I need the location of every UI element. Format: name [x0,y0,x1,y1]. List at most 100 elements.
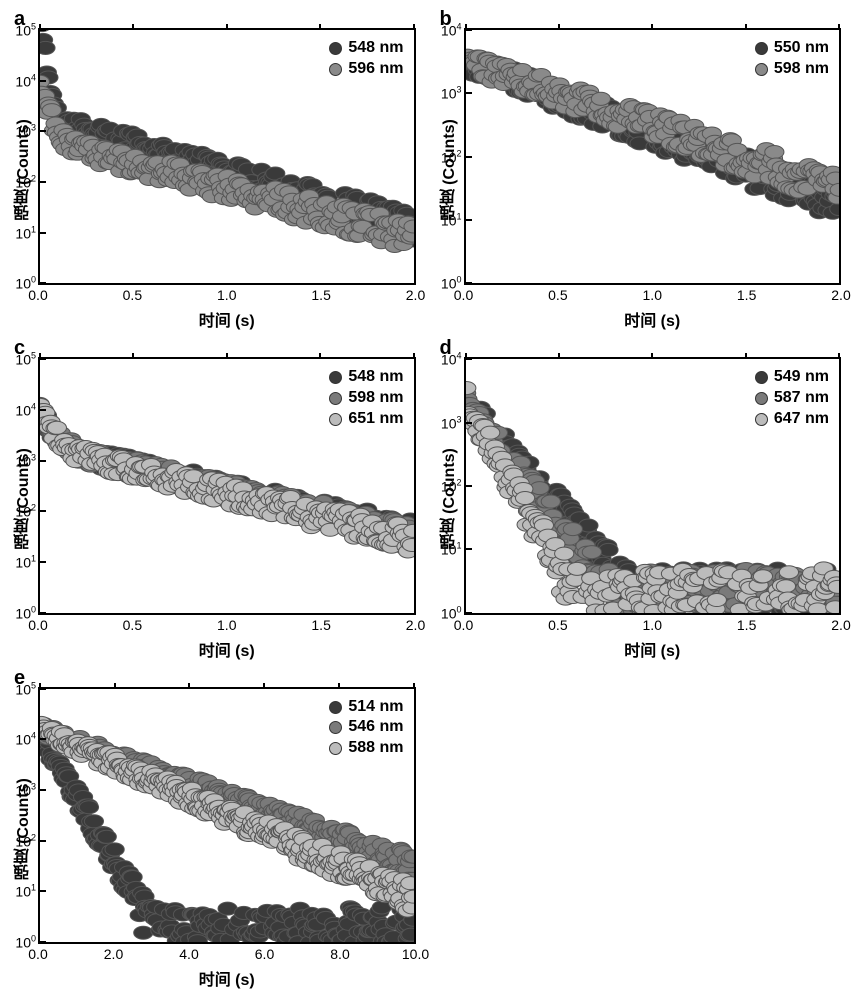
legend-item: 514 nm [329,697,403,718]
legend-marker-icon [329,413,342,426]
legend-d: 549 nm587 nm647 nm [755,367,829,429]
xtick-label: 0.5 [548,287,567,303]
legend-marker-icon [329,392,342,405]
legend-label: 596 nm [348,59,403,80]
ytick-label: 105 [0,680,36,697]
plot-area-d: 549 nm587 nm647 nm 100101102103104 [464,357,842,614]
legend-marker-icon [329,701,342,714]
ytick-label: 105 [0,351,36,368]
legend-label: 588 nm [348,738,403,759]
legend-item: 587 nm [755,388,829,409]
xtick-label: 1.0 [643,617,662,633]
ytick-label: 102 [0,832,36,849]
legend-item: 549 nm [755,367,829,388]
legend-label: 550 nm [774,38,829,59]
xtick-label: 0.0 [28,617,47,633]
xlabel-b: 时间 (s) [464,307,842,331]
xtick-label: 8.0 [330,946,349,962]
panel-d: d 强度 (Counts) 549 nm587 nm647 nm 1001011… [436,339,842,660]
ytick-label: 101 [0,224,36,241]
legend-item: 596 nm [329,59,403,80]
xtick-label: 0.0 [28,946,47,962]
legend-marker-icon [329,63,342,76]
figure-grid: a 强度 (Counts) 548 nm596 nm 1001011021031… [10,10,841,990]
legend-marker-icon [755,371,768,384]
ytick-label: 101 [0,883,36,900]
ytick-label: 103 [424,414,462,431]
xtick-label: 6.0 [255,946,274,962]
panel-b: b 强度 (Counts) 550 nm598 nm 1001011021031… [436,10,842,331]
legend-item: 588 nm [329,738,403,759]
legend-label: 647 nm [774,409,829,430]
ytick-label: 104 [0,402,36,419]
legend-b: 550 nm598 nm [755,38,829,80]
plot-area-b: 550 nm598 nm 100101102103104 [464,28,842,285]
legend-item: 548 nm [329,38,403,59]
legend-label: 514 nm [348,697,403,718]
panel-c: c 强度 (Counts) 548 nm598 nm651 nm 1001011… [10,339,416,660]
xtick-label: 1.5 [737,617,756,633]
legend-a: 548 nm596 nm [329,38,403,80]
xtick-label: 2.0 [406,287,425,303]
legend-label: 549 nm [774,367,829,388]
legend-label: 598 nm [774,59,829,80]
xaxis-b: 0.00.51.01.52.0 [464,285,842,305]
ytick-label: 104 [424,351,462,368]
legend-marker-icon [755,63,768,76]
xaxis-c: 0.00.51.01.52.0 [38,615,416,635]
xtick-label: 10.0 [402,946,429,962]
legend-label: 587 nm [774,388,829,409]
legend-label: 548 nm [348,38,403,59]
legend-label: 546 nm [348,717,403,738]
xtick-label: 2.0 [831,617,850,633]
ytick-label: 101 [0,554,36,571]
xtick-label: 0.0 [28,287,47,303]
ytick-label: 102 [424,148,462,165]
panel-e: e 强度 (Counts) 514 nm546 nm588 nm 1001011… [10,669,416,990]
ytick-label: 102 [0,174,36,191]
xtick-label: 1.5 [311,287,330,303]
xtick-label: 2.0 [831,287,850,303]
legend-marker-icon [329,371,342,384]
legend-label: 548 nm [348,367,403,388]
legend-item: 651 nm [329,409,403,430]
xlabel-d: 时间 (s) [464,637,842,661]
ytick-label: 102 [424,478,462,495]
ytick-label: 101 [424,541,462,558]
ytick-label: 101 [424,212,462,229]
legend-marker-icon [329,742,342,755]
plot-area-a: 548 nm596 nm 100101102103104105 [38,28,416,285]
panel-a: a 强度 (Counts) 548 nm596 nm 1001011021031… [10,10,416,331]
ytick-label: 103 [0,452,36,469]
xtick-label: 0.5 [123,287,142,303]
xtick-label: 1.5 [737,287,756,303]
xaxis-a: 0.00.51.01.52.0 [38,285,416,305]
xtick-label: 1.0 [643,287,662,303]
legend-item: 546 nm [329,717,403,738]
legend-marker-icon [755,42,768,55]
plot-area-c: 548 nm598 nm651 nm 100101102103104105 [38,357,416,614]
xtick-label: 0.5 [548,617,567,633]
ytick-label: 103 [424,85,462,102]
ytick-label: 104 [0,731,36,748]
ytick-label: 105 [0,22,36,39]
legend-c: 548 nm598 nm651 nm [329,367,403,429]
legend-marker-icon [329,42,342,55]
legend-marker-icon [329,721,342,734]
legend-item: 550 nm [755,38,829,59]
plot-area-e: 514 nm546 nm588 nm 100101102103104105 [38,687,416,944]
ytick-label: 104 [0,72,36,89]
xaxis-d: 0.00.51.01.52.0 [464,615,842,635]
xlabel-a: 时间 (s) [38,307,416,331]
legend-item: 548 nm [329,367,403,388]
legend-item: 647 nm [755,409,829,430]
xtick-label: 2.0 [104,946,123,962]
ytick-label: 103 [0,782,36,799]
xtick-label: 1.0 [217,617,236,633]
xlabel-c: 时间 (s) [38,637,416,661]
legend-label: 598 nm [348,388,403,409]
legend-label: 651 nm [348,409,403,430]
xtick-label: 4.0 [179,946,198,962]
xlabel-e: 时间 (s) [38,966,416,990]
xtick-label: 2.0 [406,617,425,633]
